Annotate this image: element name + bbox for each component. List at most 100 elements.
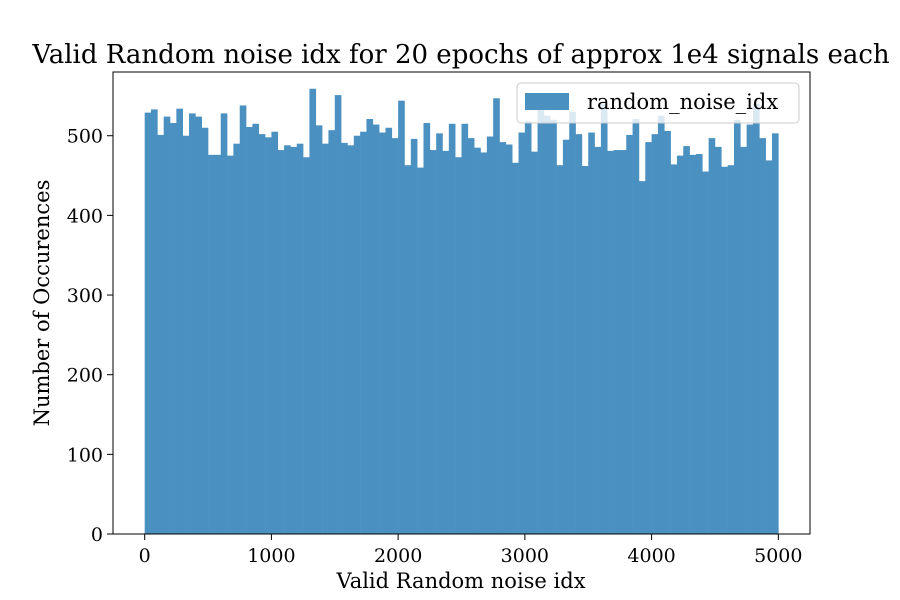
histogram-bar: [277, 150, 285, 534]
y-tick-label: 400: [67, 205, 103, 227]
histogram-bar: [474, 147, 481, 534]
histogram-bar: [265, 137, 272, 534]
histogram-bar: [689, 154, 697, 535]
histogram-bar: [512, 162, 519, 535]
histogram-bar: [702, 171, 709, 534]
histogram-bar: [683, 146, 690, 534]
x-axis: 0 1000 2000 3000 4000 5000: [139, 534, 802, 567]
histogram-bar: [309, 88, 317, 534]
histogram-bar: [448, 123, 456, 534]
histogram-bar: [480, 152, 488, 534]
histogram-bar: [436, 133, 443, 535]
y-axis: 0 100 200 300 400 500: [67, 126, 113, 546]
histogram-bar: [347, 145, 355, 534]
histogram-bar: [334, 95, 342, 534]
histogram-bar: [195, 116, 203, 534]
histogram-bar: [385, 127, 393, 535]
histogram-bar: [651, 134, 659, 534]
histogram-bar: [670, 164, 678, 534]
histogram-bar: [588, 132, 595, 534]
histogram-bar: [322, 143, 329, 535]
histogram-bar: [366, 118, 374, 534]
histogram-bar: [284, 145, 291, 534]
histogram-bar: [214, 154, 222, 535]
histogram-bar: [227, 155, 234, 534]
histogram-bar: [189, 113, 196, 535]
histogram-bar: [765, 160, 773, 534]
histogram-bar: [505, 144, 513, 534]
histogram-bar: [645, 142, 652, 534]
histogram-bar: [252, 123, 260, 534]
legend-label: random_noise_idx: [587, 90, 778, 114]
histogram-bar: [499, 142, 507, 534]
histogram-bar: [543, 115, 551, 534]
histogram-bar: [157, 134, 164, 534]
histogram-bar: [461, 123, 469, 534]
histogram-bar: [163, 116, 171, 534]
y-tick-label: 200: [67, 365, 103, 387]
histogram-bar: [638, 181, 646, 535]
histogram-bar: [727, 165, 735, 535]
histogram-bar: [550, 119, 557, 535]
histogram-bar: [341, 142, 348, 534]
histogram-bar: [442, 150, 450, 534]
histogram-bar: [708, 138, 716, 534]
histogram-bar: [752, 103, 760, 535]
histogram-bar: [404, 165, 412, 535]
y-tick-label: 100: [67, 444, 103, 466]
x-tick-label: 0: [139, 545, 151, 567]
histogram-bar: [626, 134, 633, 534]
histogram-bar: [619, 150, 627, 534]
legend: random_noise_idx: [516, 82, 800, 124]
histogram-bar: [201, 127, 209, 535]
histogram-bar: [258, 134, 266, 534]
y-tick-label: 0: [91, 524, 103, 546]
histogram-bar: [170, 122, 177, 534]
x-axis-label: Valid Random noise idx: [335, 569, 585, 593]
histogram-bar: [410, 138, 418, 534]
histogram-bar: [657, 115, 665, 534]
histogram-bar: [315, 125, 323, 535]
histogram-bar: [569, 111, 576, 535]
histogram-bar: [182, 135, 190, 535]
histogram-bar: [417, 167, 424, 534]
histogram-bar: [220, 113, 228, 535]
histogram-bar: [771, 133, 779, 535]
histogram-bar: [607, 150, 614, 534]
histogram-bar: [524, 121, 532, 535]
y-axis-label: Number of Occurences: [30, 180, 54, 427]
histogram-bar: [360, 131, 367, 534]
histogram-bar: [233, 143, 241, 535]
histogram-bar: [518, 132, 526, 534]
histogram-bar: [714, 146, 722, 534]
histogram-bars: [144, 88, 779, 535]
histogram-bar: [353, 135, 361, 535]
histogram-bar: [575, 134, 583, 534]
x-tick-label: 2000: [374, 545, 422, 567]
histogram-bar: [493, 98, 500, 535]
y-tick-label: 300: [67, 285, 103, 307]
histogram-bar: [740, 146, 747, 534]
histogram-bar: [271, 131, 279, 534]
histogram-bar: [733, 119, 741, 535]
histogram-bar: [613, 150, 621, 534]
histogram-bar: [486, 136, 494, 534]
y-tick-label: 500: [67, 126, 103, 148]
histogram-bar: [759, 138, 766, 534]
histogram-bar: [246, 126, 253, 534]
histogram-bar: [537, 103, 545, 535]
x-tick-label: 5000: [754, 545, 802, 567]
histogram-bar: [391, 138, 399, 534]
x-tick-label: 3000: [501, 545, 549, 567]
histogram-bar: [372, 124, 380, 534]
histogram-bar: [695, 154, 703, 534]
legend-swatch: [525, 93, 569, 110]
histogram-bar: [398, 100, 405, 534]
histogram-bar: [239, 105, 247, 534]
histogram-bar: [379, 132, 386, 534]
x-tick-label: 4000: [627, 545, 675, 567]
histogram-bar: [746, 124, 754, 534]
histogram-bar: [664, 130, 671, 534]
histogram-bar: [429, 150, 437, 534]
histogram-bar: [296, 143, 304, 535]
